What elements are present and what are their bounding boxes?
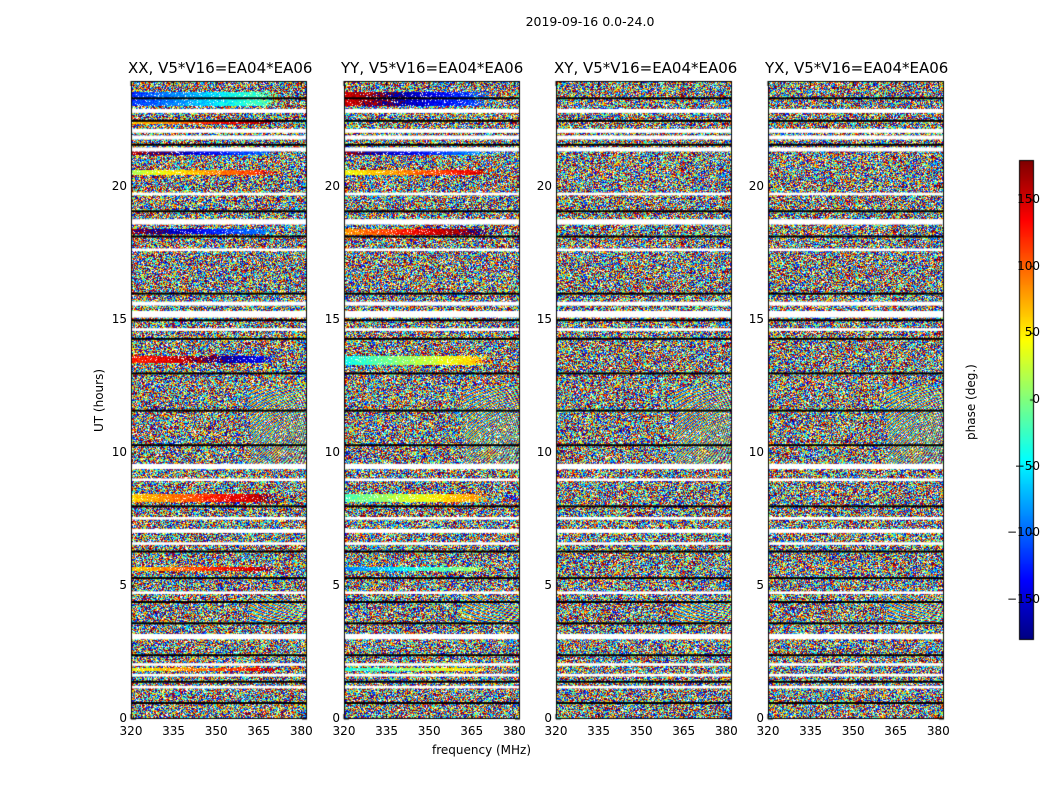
- x-tick-label: 335: [162, 724, 186, 738]
- y-tick-label: 20: [748, 179, 764, 194]
- x-tick-label: 350: [204, 724, 228, 738]
- y-tick-label: 20: [536, 179, 552, 194]
- y-tick-label: 5: [119, 578, 127, 593]
- colorbar-tick-label: 150: [1017, 192, 1040, 206]
- y-tick-label: 10: [536, 445, 552, 460]
- x-tick-label: 350: [417, 724, 441, 738]
- x-tick-label: 365: [672, 724, 696, 738]
- y-tick-label: 0: [756, 711, 764, 725]
- x-tick-label: 335: [375, 724, 399, 738]
- colorbar-tick-label: 50: [1024, 325, 1040, 340]
- y-tick-label: 0: [544, 711, 552, 725]
- x-tick-label: 320: [332, 724, 356, 738]
- colorbar-tick-label: 100: [1017, 258, 1040, 273]
- y-tick-label: 5: [332, 578, 340, 593]
- x-tick-label: 365: [247, 724, 271, 738]
- colorbar-label: phase (deg.): [964, 364, 978, 440]
- y-tick-label: 20: [324, 179, 340, 194]
- x-tick-label: 365: [884, 724, 908, 738]
- y-tick-label: 15: [111, 312, 127, 327]
- colorbar-tick-label: −150: [1007, 592, 1040, 606]
- x-axis-label: frequency (MHz): [432, 743, 532, 757]
- colorbar-tick-label: 0: [1032, 392, 1040, 406]
- y-tick-label: 0: [119, 711, 127, 725]
- y-tick-label: 5: [756, 578, 764, 593]
- figure-suptitle: 2019-09-16 0.0-24.0: [525, 14, 655, 29]
- panel-title-yy: YY, V5*V16=EA04*EA06: [341, 59, 524, 77]
- x-tick-label: 365: [460, 724, 484, 738]
- y-tick-label: 10: [324, 445, 340, 460]
- y-tick-label: 5: [544, 578, 552, 593]
- panel-title-xx: XX, V5*V16=EA04*EA06: [128, 59, 313, 77]
- panel-title-xy: XY, V5*V16=EA04*EA06: [554, 59, 738, 77]
- x-tick-label: 350: [629, 724, 653, 738]
- y-tick-label: 10: [111, 445, 127, 460]
- y-tick-label: 15: [748, 312, 764, 327]
- colorbar-tick-label: −100: [1007, 525, 1040, 540]
- y-tick-label: 15: [324, 312, 340, 327]
- y-axis-label: UT (hours): [92, 368, 106, 432]
- y-tick-label: 0: [332, 711, 340, 725]
- y-tick-label: 15: [536, 312, 552, 327]
- y-tick-label: 10: [748, 445, 764, 460]
- x-tick-label: 380: [926, 724, 950, 738]
- x-tick-label: 320: [756, 724, 780, 738]
- x-tick-label: 320: [544, 724, 568, 738]
- x-tick-label: 380: [502, 724, 526, 738]
- x-tick-label: 335: [799, 724, 823, 738]
- x-tick-label: 380: [714, 724, 738, 738]
- x-tick-label: 380: [289, 724, 313, 738]
- x-tick-label: 335: [587, 724, 611, 738]
- panel-title-yx: YX, V5*V16=EA04*EA06: [765, 59, 949, 77]
- y-tick-label: 20: [111, 179, 127, 194]
- colorbar-tick-label: −50: [1014, 458, 1040, 473]
- x-tick-label: 320: [119, 724, 143, 738]
- x-tick-label: 350: [841, 724, 865, 738]
